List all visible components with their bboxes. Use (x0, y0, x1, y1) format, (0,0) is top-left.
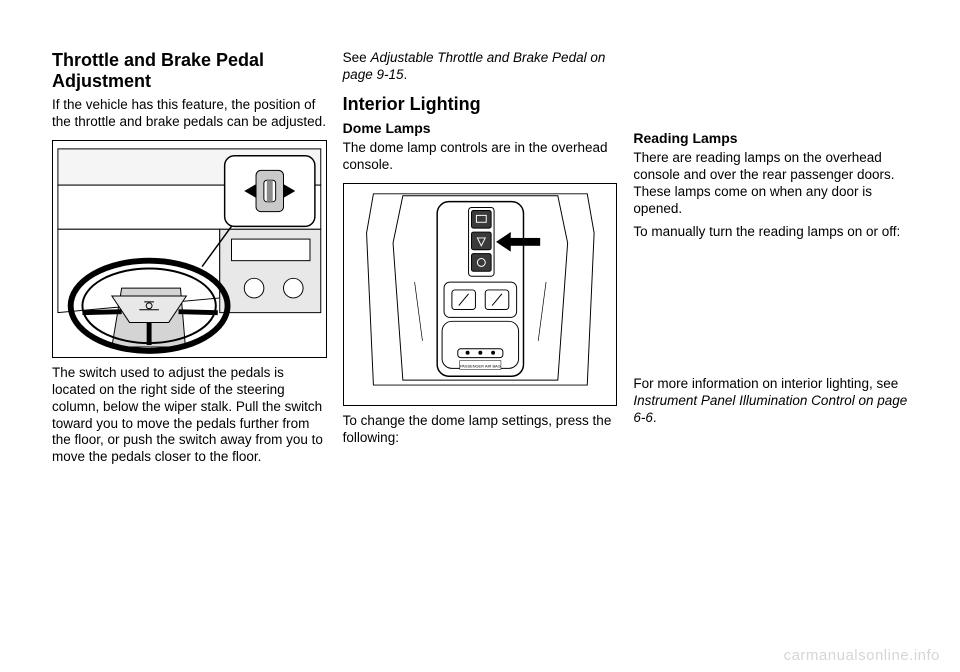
throttle-title: Throttle and Brake Pedal Adjustment (52, 50, 327, 91)
reading-lamps-subheading: Reading Lamps (633, 130, 908, 146)
see-link: Adjustable Throttle and Brake Pedal on p… (343, 50, 606, 82)
col3-mid-spacer (633, 246, 908, 376)
p3-link: Instrument Panel Illumination Control on… (633, 393, 907, 425)
p3-suffix: . (653, 410, 657, 425)
col3-top-spacer (633, 50, 908, 130)
dome-intro: The dome lamp controls are in the overhe… (343, 140, 618, 174)
interior-lighting-heading: Interior Lighting (343, 94, 618, 115)
dome-lamps-subheading: Dome Lamps (343, 120, 618, 136)
column-3: Reading Lamps There are reading lamps on… (633, 50, 908, 470)
column-2: See Adjustable Throttle and Brake Pedal … (343, 50, 618, 470)
see-reference: See Adjustable Throttle and Brake Pedal … (343, 50, 618, 84)
column-1: Throttle and Brake Pedal Adjustment If t… (52, 50, 327, 470)
throttle-intro: If the vehicle has this feature, the pos… (52, 97, 327, 131)
see-suffix: . (403, 67, 407, 82)
see-prefix: See (343, 50, 371, 65)
dome-lamp-figure: PASSENGER AIR BAG (343, 183, 618, 406)
throttle-caption: The switch used to adjust the pedals is … (52, 365, 327, 466)
dome-caption: To change the dome lamp settings, press … (343, 413, 618, 447)
airbag-label-text: PASSENGER AIR BAG (460, 364, 501, 369)
manual-page: Throttle and Brake Pedal Adjustment If t… (0, 0, 960, 490)
reading-lamps-p2: To manually turn the reading lamps on or… (633, 224, 908, 241)
reading-lamps-p1: There are reading lamps on the overhead … (633, 150, 908, 218)
reading-lamps-p3: For more information on interior lightin… (633, 376, 908, 427)
watermark: carmanualsonline.info (784, 647, 940, 664)
p3-prefix: For more information on interior lightin… (633, 376, 898, 391)
throttle-pedal-figure (52, 140, 327, 358)
